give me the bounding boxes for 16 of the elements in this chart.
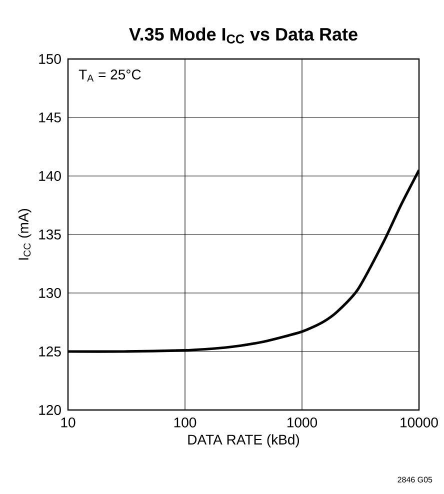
x-tick-label: 10 <box>61 418 76 428</box>
x-tick-label: 1000 <box>288 418 318 428</box>
y-tick-label: 145 <box>39 112 61 122</box>
y-tick-label: 150 <box>39 54 61 64</box>
y-tick-label: 125 <box>39 346 61 356</box>
x-tick-label: 100 <box>174 418 196 428</box>
x-tick-label: 10000 <box>400 418 438 428</box>
y-tick-label: 130 <box>39 288 61 298</box>
text: 2846 G05 <box>398 476 432 482</box>
y-axis-title: I$_{CC}$ (mA) <box>18 208 32 260</box>
y-tick-label: 120 <box>39 405 61 415</box>
chart-title: V.35 Mode I$_{CC}$ vs Data Rate <box>129 27 358 44</box>
annotation: T$_{A}$ = 25°C <box>78 70 141 82</box>
x-axis-title: DATA RATE (kBd) <box>188 434 300 448</box>
y-tick-label: 135 <box>39 230 61 240</box>
y-tick-label: 140 <box>39 171 61 181</box>
